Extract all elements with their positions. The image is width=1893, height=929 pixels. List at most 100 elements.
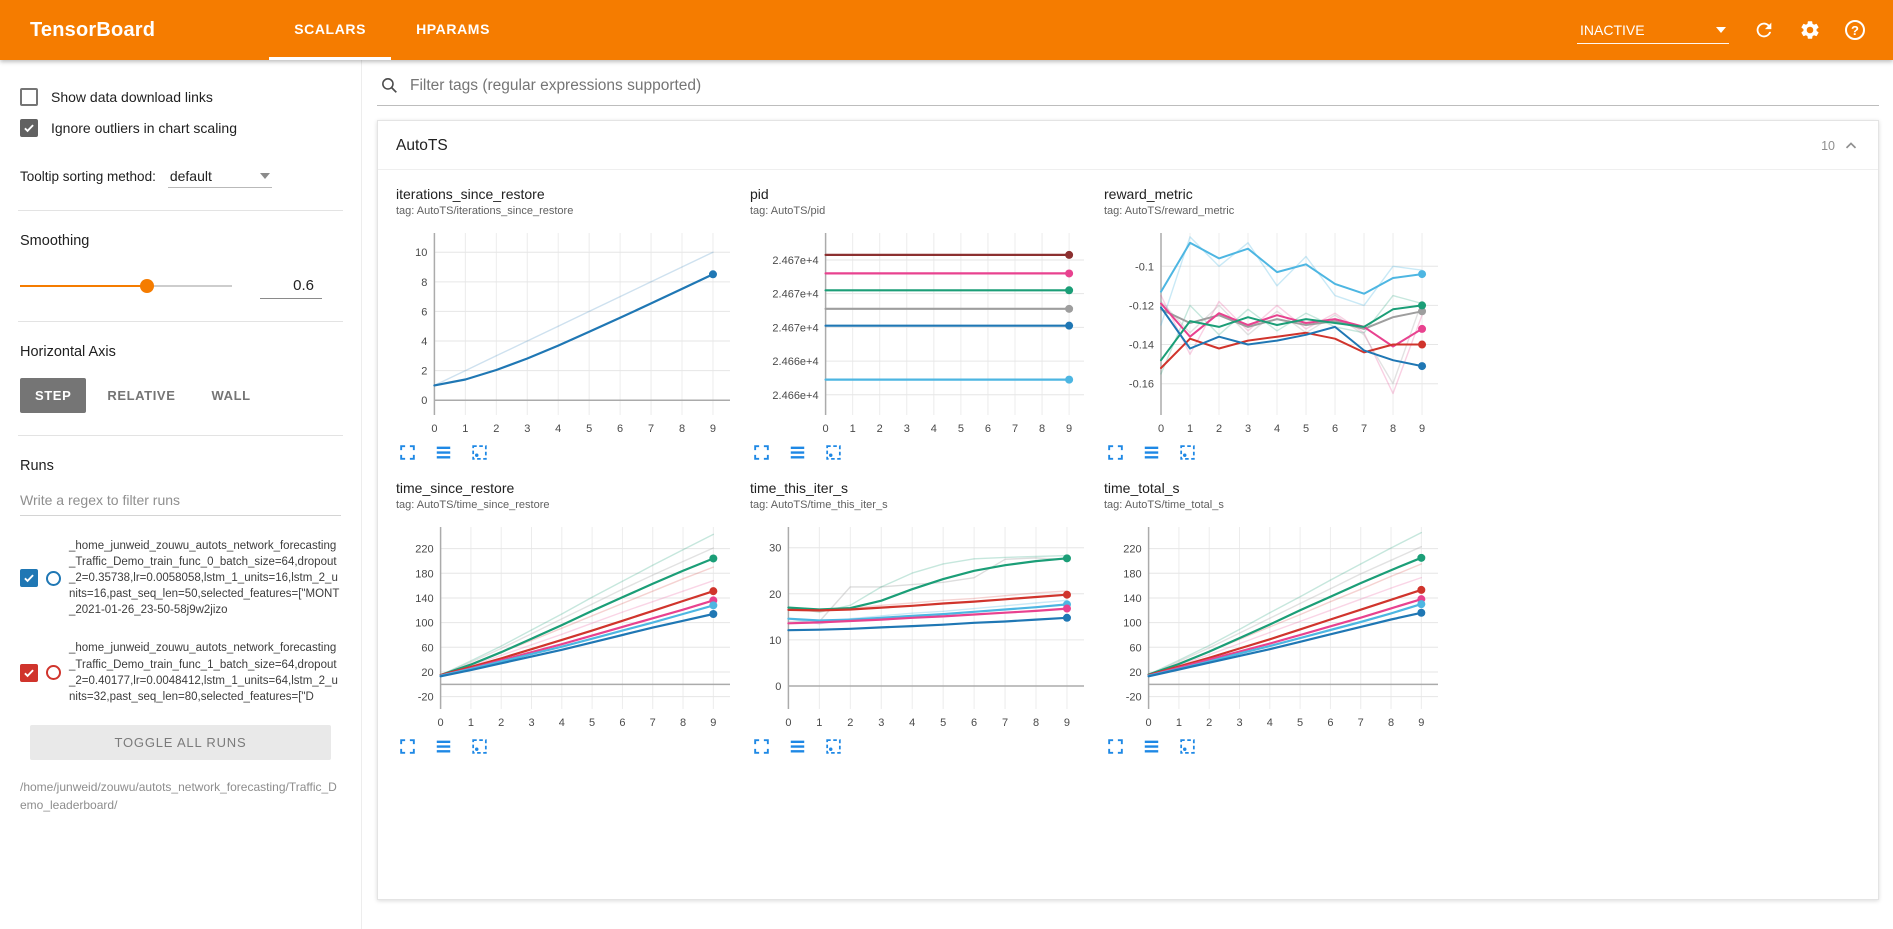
run-isolator-radio[interactable]: [46, 665, 61, 681]
chart-tag: tag: AutoTS/time_since_restore: [396, 499, 550, 511]
smoothing-value[interactable]: 0.6: [260, 273, 322, 299]
chart-tag: tag: AutoTS/time_total_s: [1104, 499, 1224, 511]
fit-domain-icon[interactable]: [824, 737, 843, 756]
chart-time_total_s: time_total_s tag: AutoTS/time_total_s -20 2…: [1104, 480, 1454, 756]
run-name: _home_junweid_zouwu_autots_network_forec…: [69, 540, 340, 617]
setting-checkbox-row-0[interactable]: Show data download links: [20, 88, 341, 106]
runs-label: Runs: [20, 458, 54, 474]
svg-text:5: 5: [940, 717, 946, 729]
setting-checkbox-row-1[interactable]: Ignore outliers in chart scaling: [20, 119, 341, 137]
fit-domain-icon[interactable]: [1178, 737, 1197, 756]
chart-plot[interactable]: 0 10 20 30 0 1 2 3 4 5 6 7 8 9: [750, 519, 1092, 731]
svg-text:180: 180: [1123, 568, 1141, 580]
chevron-down-icon: [1716, 26, 1726, 33]
runs-menu-icon[interactable]: [788, 443, 807, 462]
reload-status-dropdown[interactable]: INACTIVE: [1577, 17, 1729, 44]
svg-text:180: 180: [415, 568, 433, 580]
svg-text:4: 4: [1274, 423, 1280, 435]
refresh-icon[interactable]: [1753, 19, 1775, 41]
checkbox-icon[interactable]: [20, 119, 38, 137]
axis-option-wall[interactable]: WALL: [196, 378, 265, 413]
chart-toolbar: [396, 737, 746, 756]
smoothing-slider[interactable]: [20, 278, 232, 294]
settings-checkboxes: Show data download links Ignore outliers …: [20, 88, 341, 137]
svg-text:-0.12: -0.12: [1129, 300, 1154, 312]
axis-option-relative[interactable]: RELATIVE: [92, 378, 190, 413]
chart-plot[interactable]: -20 20 60 100 140 180 220 0 1 2 3 4 5 6 7 8 9: [1104, 519, 1446, 731]
run-item[interactable]: _home_junweid_zouwu_autots_network_forec…: [20, 538, 341, 618]
svg-text:0: 0: [1146, 717, 1152, 729]
reload-status-value: INACTIVE: [1580, 21, 1645, 38]
svg-text:9: 9: [1064, 717, 1070, 729]
svg-text:140: 140: [415, 593, 433, 605]
svg-text:0: 0: [421, 395, 427, 407]
svg-text:0: 0: [823, 423, 829, 435]
svg-text:2: 2: [1206, 717, 1212, 729]
svg-text:0: 0: [785, 717, 791, 729]
tab-scalars[interactable]: SCALARS: [269, 0, 392, 60]
chart-plot[interactable]: -20 20 60 100 140 180 220 0 1 2 3 4 5 6 7 8 9: [396, 519, 738, 731]
expand-chart-icon[interactable]: [398, 443, 417, 462]
svg-text:20: 20: [421, 667, 433, 679]
run-list: _home_junweid_zouwu_autots_network_forec…: [20, 538, 341, 705]
chart-time_this_iter_s: time_this_iter_s tag: AutoTS/time_this_it…: [750, 480, 1100, 756]
svg-text:1: 1: [850, 423, 856, 435]
svg-text:8: 8: [1033, 717, 1039, 729]
expand-chart-icon[interactable]: [1106, 737, 1125, 756]
runs-menu-icon[interactable]: [788, 737, 807, 756]
run-checkbox[interactable]: [20, 663, 38, 682]
svg-text:8: 8: [680, 717, 686, 729]
fit-domain-icon[interactable]: [1178, 443, 1197, 462]
expand-chart-icon[interactable]: [752, 443, 771, 462]
svg-text:2.467e+4: 2.467e+4: [772, 289, 818, 301]
fit-domain-icon[interactable]: [470, 443, 489, 462]
svg-text:0: 0: [1158, 423, 1164, 435]
svg-text:4: 4: [555, 423, 561, 435]
runs-section: Runs _home_junweid_zouwu_autots_network_…: [20, 458, 341, 827]
axis-option-step[interactable]: STEP: [20, 378, 87, 413]
tag-filter-input[interactable]: [410, 76, 1876, 95]
tab-hparams[interactable]: HPARAMS: [416, 20, 491, 37]
svg-text:4: 4: [1267, 717, 1273, 729]
run-isolator-radio[interactable]: [46, 570, 61, 586]
svg-text:9: 9: [710, 717, 716, 729]
tooltip-sorting-dropdown[interactable]: default: [167, 165, 272, 188]
smoothing-section: Smoothing 0.6: [20, 233, 341, 299]
run-item[interactable]: _home_junweid_zouwu_autots_network_forec…: [20, 640, 341, 704]
run-checkbox[interactable]: [20, 569, 38, 588]
chevron-up-icon[interactable]: [1842, 137, 1860, 155]
runs-menu-icon[interactable]: [434, 737, 453, 756]
section-header[interactable]: AutoTS 10: [378, 121, 1878, 170]
runs-filter-input[interactable]: [20, 484, 341, 516]
chart-plot[interactable]: -0.1 -0.12 -0.14 -0.16 0 1 2 3 4 5 6 7 8 9: [1104, 225, 1446, 437]
chart-iterations_since_restore: iterations_since_restore tag: AutoTS/iter…: [396, 186, 746, 462]
svg-text:9: 9: [1419, 423, 1425, 435]
chart-plot[interactable]: 0 2 4 6 8 10 0 1 2 3 4 5 6 7 8 9: [396, 225, 738, 437]
svg-text:3: 3: [878, 717, 884, 729]
svg-text:10: 10: [415, 247, 427, 259]
fit-domain-icon[interactable]: [470, 737, 489, 756]
chart-title: reward_metric: [1104, 186, 1193, 202]
search-icon: [382, 78, 397, 93]
expand-chart-icon[interactable]: [1106, 443, 1125, 462]
toggle-all-runs-button[interactable]: TOGGLE ALL RUNS: [29, 724, 332, 760]
section-header-right: 10: [1821, 137, 1860, 155]
runs-menu-icon[interactable]: [1142, 737, 1161, 756]
settings-gear-icon[interactable]: [1799, 19, 1821, 41]
svg-text:10: 10: [769, 635, 781, 647]
help-icon[interactable]: ?: [1845, 20, 1865, 40]
svg-text:5: 5: [586, 423, 592, 435]
checkbox-icon[interactable]: [20, 88, 38, 106]
expand-chart-icon[interactable]: [752, 737, 771, 756]
runs-menu-icon[interactable]: [1142, 443, 1161, 462]
runs-menu-icon[interactable]: [434, 443, 453, 462]
svg-text:0: 0: [775, 681, 781, 693]
tooltip-sorting-value: default: [169, 168, 212, 184]
fit-domain-icon[interactable]: [824, 443, 843, 462]
slider-fill: [20, 285, 148, 287]
chart-title: time_total_s: [1104, 480, 1180, 496]
svg-text:9: 9: [1418, 717, 1424, 729]
expand-chart-icon[interactable]: [398, 737, 417, 756]
chart-plot[interactable]: 2.467e+4 2.467e+4 2.467e+4 2.466e+4 2.466e+4…: [750, 225, 1092, 437]
slider-thumb[interactable]: [140, 279, 155, 293]
